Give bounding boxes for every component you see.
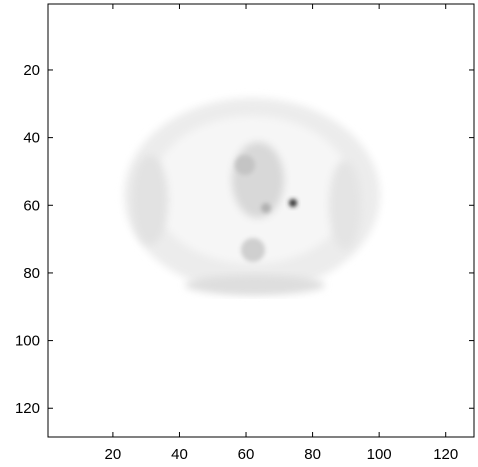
hot-spot <box>261 203 271 213</box>
chart: 20 40 60 80 100 120 20 40 60 80 100 120 <box>0 0 478 467</box>
x-tick-label: 20 <box>105 446 122 463</box>
y-tick-label: 40 <box>23 130 40 147</box>
spine-region <box>241 238 265 262</box>
heart-region <box>232 142 284 218</box>
y-tick-label: 100 <box>15 333 40 350</box>
x-tick-label: 100 <box>367 446 392 463</box>
x-tick-label: 80 <box>304 446 321 463</box>
y-tick-label: 20 <box>23 62 40 79</box>
y-tick-label: 120 <box>15 400 40 417</box>
x-tick-label: 60 <box>238 446 255 463</box>
lung-edge <box>329 160 361 250</box>
pet-image <box>124 98 380 295</box>
x-tick-label: 40 <box>171 446 188 463</box>
back-edge <box>185 275 325 295</box>
hot-spot <box>289 199 297 207</box>
hot-spot <box>235 155 255 175</box>
y-tick-label: 80 <box>23 265 40 282</box>
y-tick-label: 60 <box>23 197 40 214</box>
lung-edge <box>132 155 168 245</box>
x-tick-label: 120 <box>433 446 458 463</box>
